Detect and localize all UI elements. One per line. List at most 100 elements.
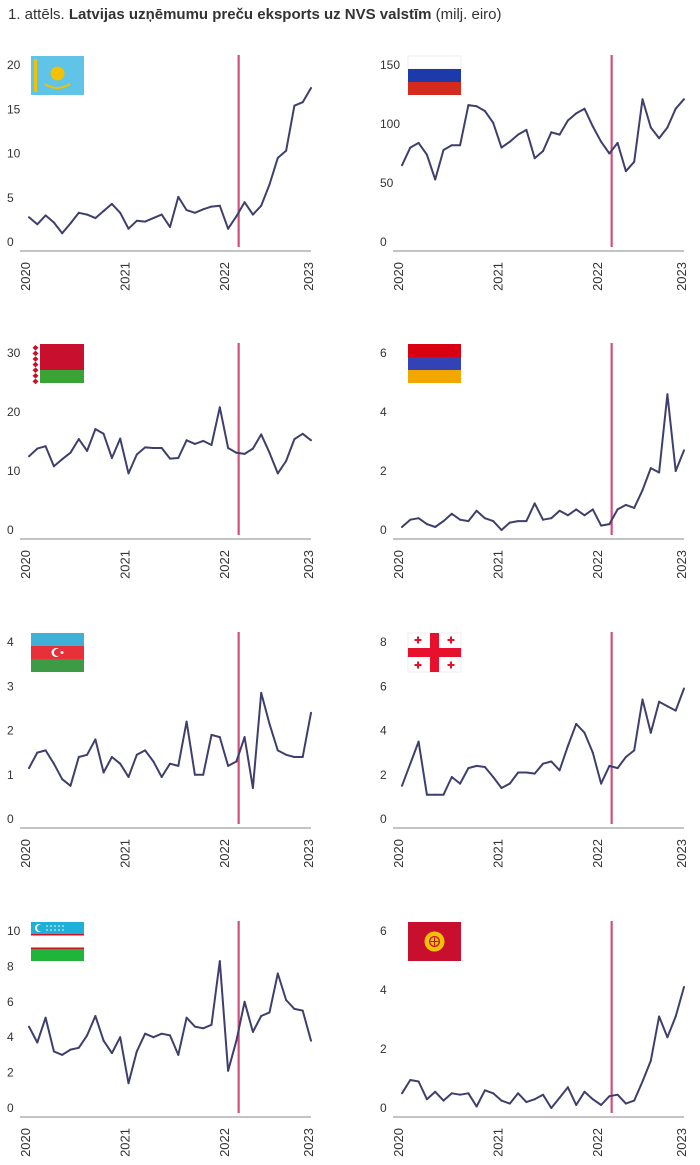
y-tick-label: 0 — [7, 1101, 14, 1115]
data-point — [218, 204, 221, 207]
data-point — [235, 215, 238, 218]
x-tick-label: 2022 — [217, 262, 232, 291]
data-point — [475, 764, 478, 767]
series-line — [28, 691, 312, 789]
x-tick-label: 2020 — [391, 550, 406, 579]
data-point — [616, 141, 619, 144]
data-point — [185, 1016, 188, 1019]
data-point — [227, 447, 230, 449]
data-point — [144, 220, 147, 223]
y-tick-label: 30 — [7, 346, 21, 360]
data-point — [666, 126, 669, 129]
y-tick-label: 20 — [7, 58, 21, 72]
data-point — [160, 213, 163, 216]
data-point — [450, 512, 453, 515]
data-point — [616, 767, 619, 770]
series-line — [401, 98, 685, 181]
x-tick-label: 2023 — [674, 839, 689, 868]
data-point — [550, 517, 553, 520]
data-point — [550, 760, 553, 763]
data-point — [550, 131, 553, 134]
data-point — [210, 733, 213, 736]
data-point — [616, 508, 619, 511]
data-point — [160, 447, 163, 449]
data-point — [28, 216, 30, 219]
data-point — [102, 1039, 105, 1042]
data-point — [276, 472, 279, 475]
data-point — [500, 787, 503, 789]
data-point — [492, 520, 495, 523]
x-tick-label: 2021 — [491, 839, 506, 868]
data-point — [152, 447, 155, 449]
data-point — [86, 213, 89, 216]
data-point — [52, 465, 55, 468]
data-point — [210, 444, 213, 446]
y-tick-label: 0 — [380, 812, 387, 826]
data-point — [417, 141, 420, 144]
data-point — [227, 227, 230, 230]
y-tick-label: 4 — [7, 1030, 14, 1044]
azerbaijan-flag — [31, 633, 84, 672]
data-point — [202, 773, 205, 776]
data-point — [135, 453, 138, 456]
data-point — [260, 204, 263, 207]
data-point — [285, 149, 288, 152]
data-point — [425, 153, 428, 156]
data-point — [135, 219, 138, 222]
uzbekistan-flag — [31, 922, 84, 961]
data-point — [649, 731, 652, 734]
y-tick-label: 50 — [380, 176, 394, 190]
x-tick-label: 2023 — [301, 550, 316, 579]
data-point — [666, 705, 669, 708]
data-point — [450, 776, 453, 778]
data-point — [683, 687, 685, 690]
y-tick-label: 150 — [380, 58, 400, 72]
data-point — [401, 784, 403, 787]
data-point — [36, 447, 39, 450]
data-point — [409, 146, 412, 149]
x-tick-label: 2022 — [217, 1128, 232, 1157]
data-point — [666, 1036, 669, 1039]
data-point — [533, 1098, 536, 1101]
y-tick-label: 3 — [7, 679, 14, 693]
data-point — [533, 772, 536, 775]
x-tick-label: 2023 — [301, 1128, 316, 1157]
data-point — [425, 1098, 428, 1101]
data-point — [583, 514, 586, 517]
data-point — [409, 762, 412, 765]
data-point — [417, 1080, 420, 1083]
data-point — [459, 518, 462, 521]
data-point — [293, 104, 296, 107]
data-point — [144, 1032, 147, 1035]
data-point — [102, 771, 105, 774]
x-tick-label: 2021 — [491, 1128, 506, 1157]
data-point — [69, 1048, 72, 1051]
data-point — [110, 457, 113, 459]
data-point — [251, 447, 254, 450]
data-point — [61, 458, 64, 461]
data-point — [260, 433, 263, 436]
data-point — [235, 451, 238, 454]
data-point — [500, 146, 503, 149]
y-tick-label: 2 — [380, 768, 387, 782]
data-point — [102, 432, 105, 435]
data-point — [550, 1107, 553, 1109]
data-point — [119, 211, 122, 214]
y-tick-label: 10 — [7, 924, 21, 938]
y-tick-label: 6 — [380, 679, 387, 693]
data-point — [227, 764, 230, 767]
kyrgyzstan-flag — [408, 922, 461, 961]
data-point — [591, 508, 594, 511]
data-point — [608, 152, 611, 155]
y-tick-label: 2 — [380, 464, 387, 478]
data-point — [608, 764, 611, 767]
data-point — [442, 149, 445, 151]
data-point — [152, 217, 155, 220]
data-point — [160, 776, 163, 778]
data-point — [310, 439, 312, 442]
x-tick-label: 2021 — [491, 550, 506, 579]
series-line — [28, 960, 312, 1085]
data-point — [52, 762, 55, 765]
x-tick-label: 2021 — [118, 1128, 133, 1157]
